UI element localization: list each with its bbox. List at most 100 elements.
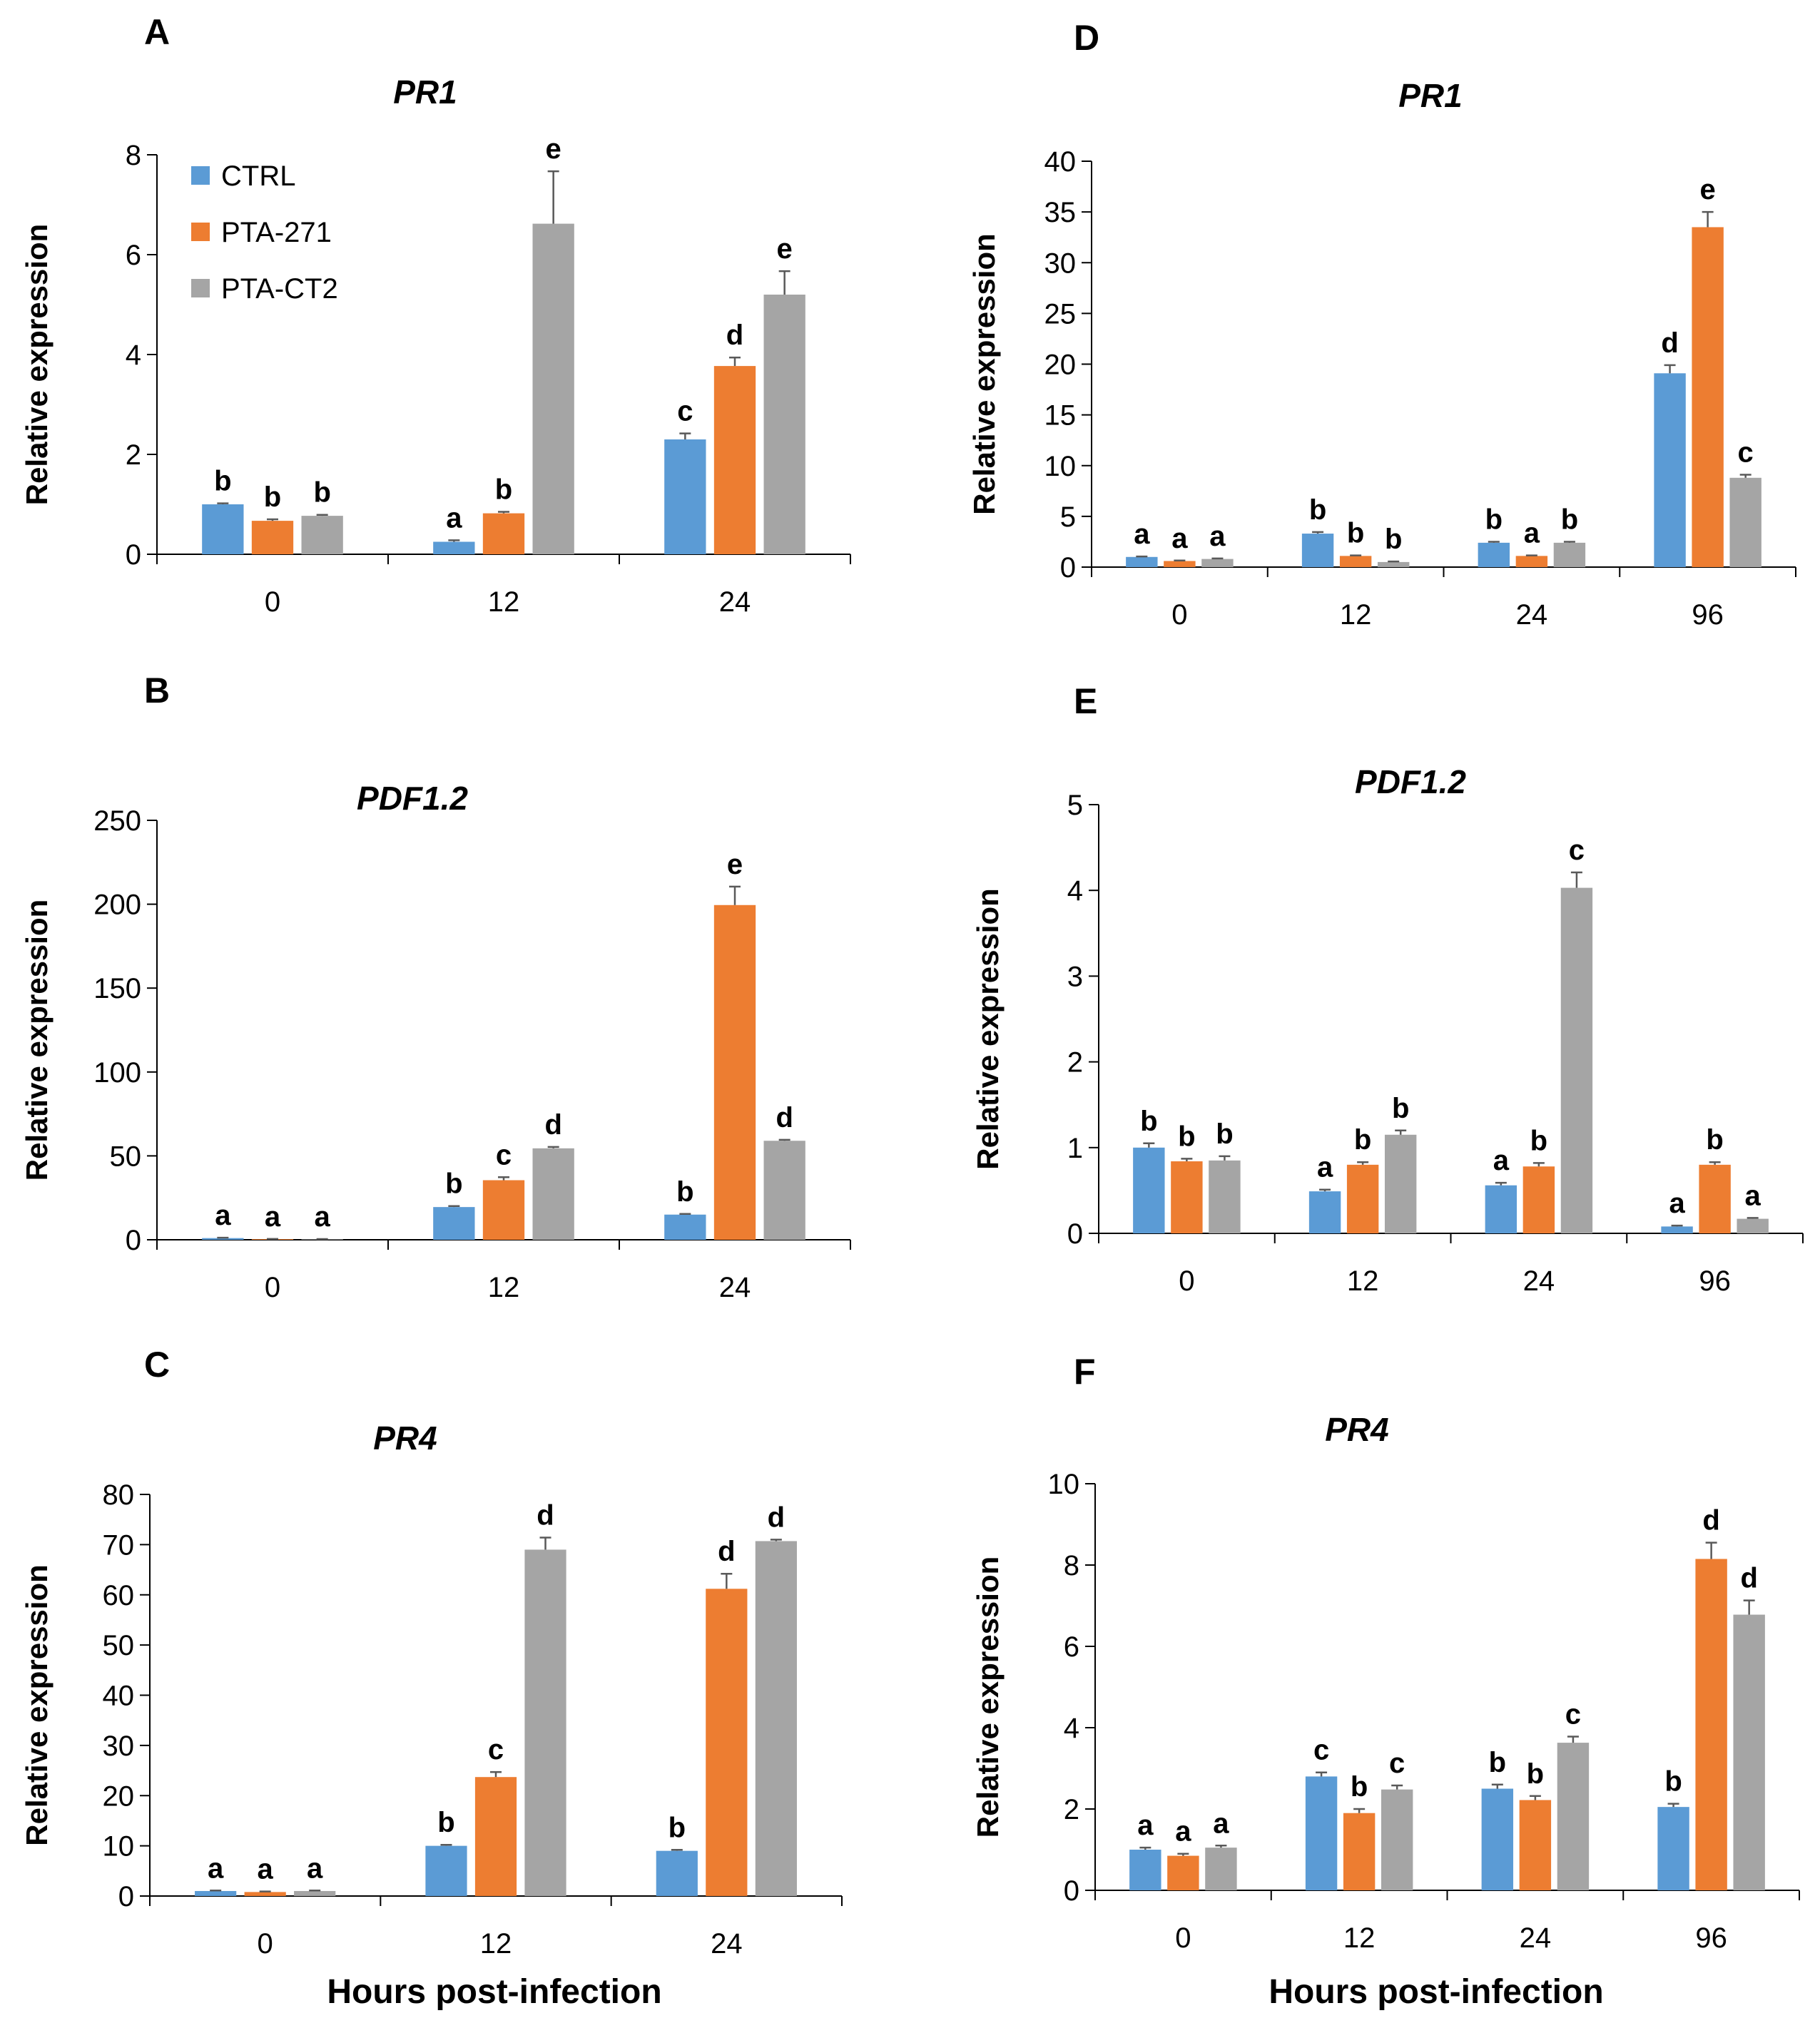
y-axis-label-a: Relative expression [20,224,54,506]
y-axis-label-b: Relative expression [20,900,54,1181]
chart-panel-b: B PDF1.2 Relative expression 0 50 100 150 200 25… [20,671,851,1303]
panel-letter-f: F [1074,1352,1096,1392]
bar-f-pta-ct2 [1381,1789,1413,1890]
significance-letter-d-pta-271: a [1524,518,1540,549]
bar-c-ctrl [195,1890,237,1896]
bar-e-pta-ct2 [1560,887,1593,1233]
y-tick-label-b: 250 [93,805,141,837]
significance-letter-c-pta-ct2: a [307,1853,323,1884]
bar-e-ctrl [1661,1226,1693,1233]
bar-f-ctrl [1129,1850,1161,1890]
bar-b-ctrl [664,1214,706,1240]
significance-letter-a-pta-ct2: b [313,477,330,509]
significance-letter-e-pta-ct2: b [1216,1118,1233,1150]
significance-letter-b-pta-ct2: a [315,1201,331,1233]
y-tick-label-d: 5 [1060,501,1076,533]
bar-f-ctrl [1657,1807,1689,1890]
significance-letter-c-ctrl: b [437,1807,454,1838]
x-tick-label-b: 24 [719,1272,751,1303]
bar-f-pta-271 [1167,1855,1199,1890]
significance-letter-f-ctrl: b [1489,1747,1506,1778]
y-tick-label-d: 20 [1044,350,1077,381]
bar-e-ctrl [1485,1185,1517,1233]
bar-a-pta-271 [482,513,525,554]
bar-c-pta-ct2 [294,1890,336,1896]
y-tick-label-f: 4 [1064,1713,1079,1744]
y-tick-label-c: 0 [118,1881,134,1912]
x-tick-label-f: 12 [1343,1922,1376,1954]
significance-letter-e-ctrl: a [1317,1152,1333,1183]
y-tick-label-a: 0 [126,539,141,571]
significance-letter-b-ctrl: b [445,1168,462,1200]
chart-title-e: PDF1.2 [1355,763,1466,800]
y-tick-label-c: 70 [103,1529,135,1561]
chart-title-d: PR1 [1398,77,1462,114]
y-tick-label-a: 6 [126,240,141,271]
bar-e-pta-ct2 [1209,1160,1241,1233]
bar-a-ctrl [664,439,706,554]
y-tick-label-f: 10 [1048,1469,1080,1500]
chart-title-a: PR1 [393,73,457,111]
bar-f-pta-271 [1519,1800,1552,1890]
y-tick-label-a: 8 [126,140,141,171]
chart-title-b: PDF1.2 [357,780,468,817]
legend-swatch-pta-ct2 [191,279,210,297]
bar-f-pta-271 [1695,1559,1727,1890]
y-axis-label-d: Relative expression [967,233,1001,515]
bar-a-pta-271 [251,521,294,554]
bar-d-ctrl [1478,542,1510,567]
significance-letter-e-ctrl: a [1493,1145,1510,1176]
y-axis-label-c: Relative expression [20,1564,54,1846]
bar-c-pta-ct2 [524,1549,566,1896]
y-tick-label-e: 0 [1067,1218,1083,1250]
significance-letter-a-pta-271: b [495,474,512,506]
x-tick-label-b: 12 [488,1272,520,1303]
x-tick-label-e: 96 [1699,1265,1731,1297]
significance-letter-d-pta-271: a [1171,523,1188,554]
significance-letter-d-pta-ct2: b [1385,524,1402,555]
bar-f-pta-271 [1343,1813,1376,1890]
y-tick-label-d: 10 [1044,451,1077,482]
y-tick-label-b: 100 [93,1057,141,1089]
significance-letter-b-pta-ct2: d [776,1102,793,1133]
x-tick-label-d: 96 [1692,599,1724,631]
chart-panel-c: C PR4 Relative expression 0 10 20 30 40 50 60 70 80… [20,1345,843,1960]
significance-letter-c-pta-271: c [488,1734,504,1765]
panel-letter-d: D [1074,18,1099,58]
significance-letter-c-ctrl: a [208,1853,224,1884]
y-tick-label-d: 30 [1044,248,1077,279]
y-tick-label-b: 200 [93,890,141,921]
legend-swatch-pta-271 [191,223,210,241]
bar-d-ctrl [1654,373,1686,567]
y-tick-label-c: 10 [103,1831,135,1863]
y-tick-label-b: 50 [110,1141,142,1172]
x-tick-label-f: 96 [1695,1922,1727,1954]
y-tick-label-c: 60 [103,1580,135,1611]
legend-label-ctrl: CTRL [221,160,295,192]
significance-letter-f-pta-271: d [1702,1505,1719,1537]
significance-letter-e-pta-ct2: b [1392,1093,1409,1124]
bar-b-ctrl [433,1207,475,1240]
significance-letter-d-pta-ct2: c [1738,437,1754,469]
x-tick-label-d: 12 [1340,599,1372,631]
y-axis-label-e: Relative expression [971,888,1005,1170]
bar-a-ctrl [433,541,475,554]
chart-panel-d: D PR1 Relative expression 0 5 10 15 20 25 30 35 40 0… [967,18,1796,631]
bar-f-pta-ct2 [1557,1743,1590,1890]
x-tick-label-e: 0 [1179,1265,1194,1297]
x-tick-label-a: 0 [265,586,280,618]
y-tick-label-d: 35 [1044,197,1077,228]
bar-c-pta-ct2 [755,1541,797,1896]
y-tick-label-e: 4 [1067,875,1083,907]
bar-f-ctrl [1481,1788,1514,1890]
significance-letter-c-pta-ct2: d [537,1500,554,1532]
significance-letter-e-pta-271: b [1706,1124,1723,1156]
bar-b-pta-ct2 [532,1148,574,1240]
x-tick-label-f: 24 [1520,1922,1552,1954]
y-tick-label-a: 2 [126,439,141,471]
significance-letter-f-ctrl: a [1137,1810,1154,1841]
significance-letter-a-ctrl: c [677,396,693,427]
bar-e-pta-271 [1346,1164,1379,1233]
